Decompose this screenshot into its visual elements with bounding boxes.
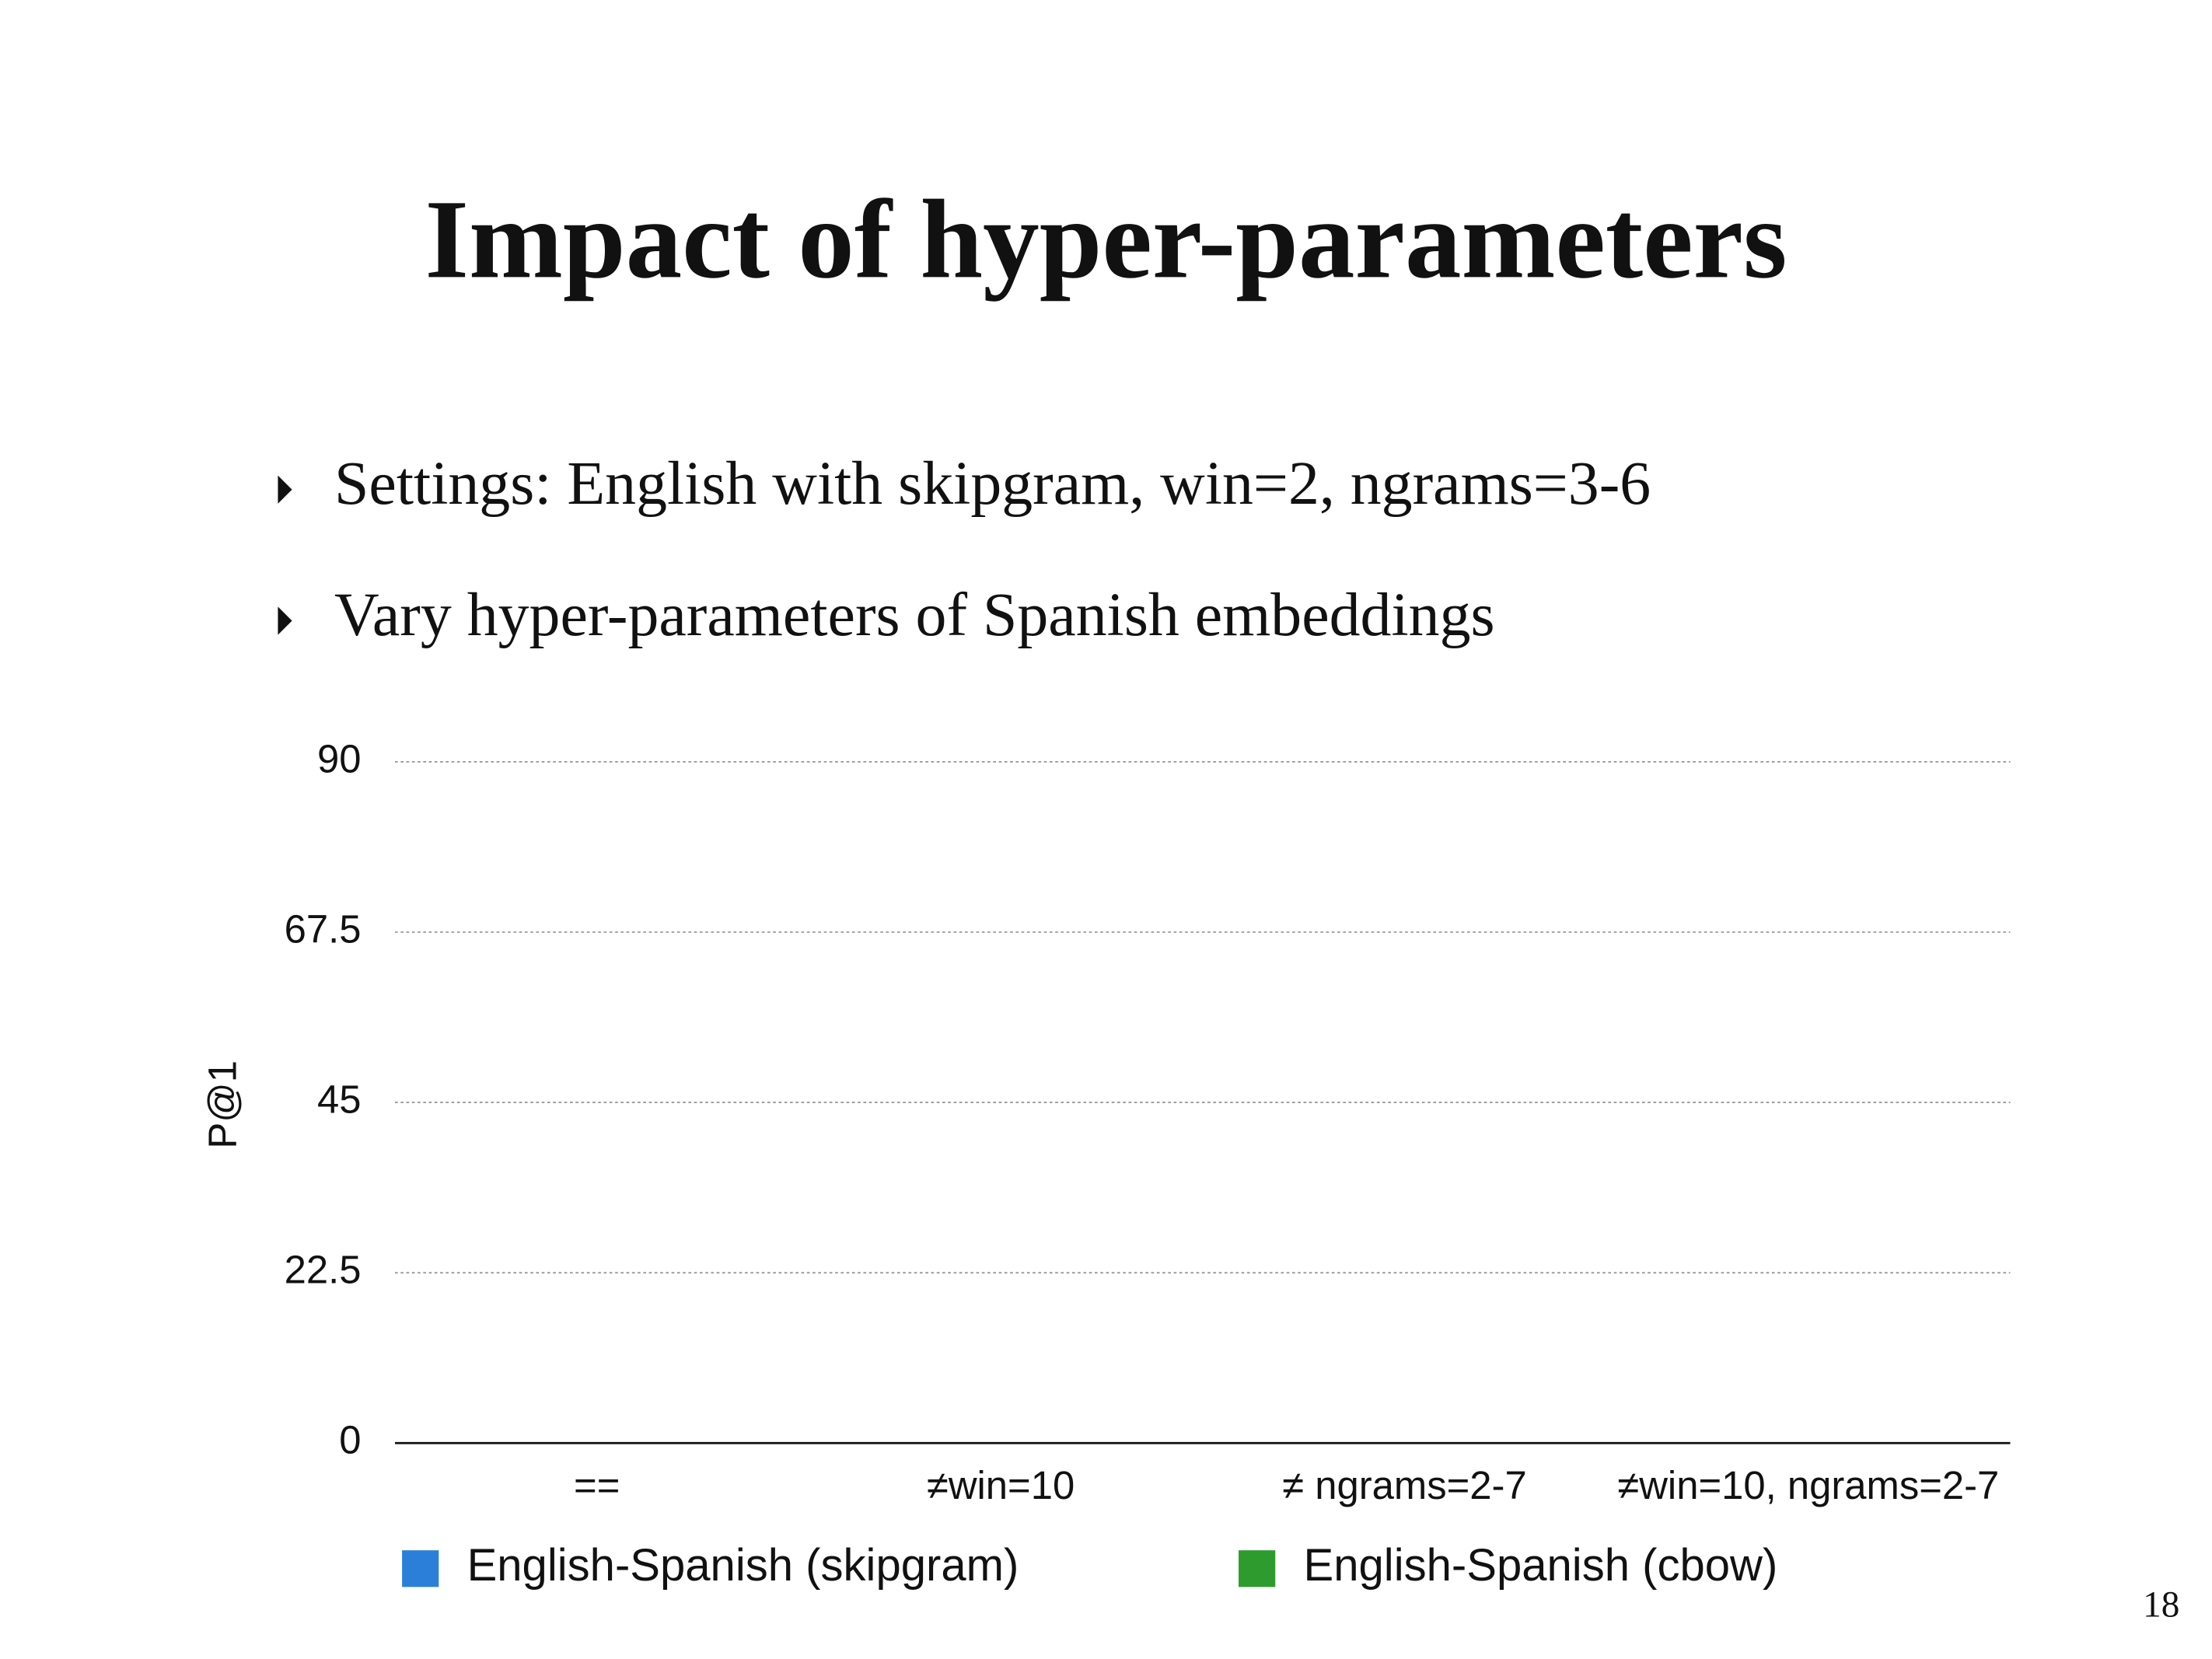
bullet-icon: [278, 606, 292, 635]
page-number: 18: [2143, 1584, 2179, 1625]
bullet-text: Vary hyper-parameters of Spanish embeddi…: [334, 581, 1495, 649]
y-tick-label: 67.5: [285, 906, 362, 951]
y-axis-label: P@1: [201, 1060, 245, 1149]
x-tick-label: ≠win=10, ngrams=2-7: [1617, 1463, 1999, 1507]
x-tick-label: ==: [574, 1463, 620, 1507]
legend-label: English-Spanish (cbow): [1304, 1540, 1778, 1591]
y-tick-label: 0: [339, 1418, 361, 1462]
legend-swatch: [1239, 1550, 1276, 1587]
x-tick-label: ≠win=10: [927, 1463, 1075, 1507]
y-tick-label: 90: [317, 736, 362, 781]
bullet-text: Settings: English with skipgram, win=2, …: [334, 449, 1651, 518]
legend-label: English-Spanish (skipgram): [467, 1540, 1019, 1591]
slide-title: Impact of hyper-parameters: [425, 177, 1787, 302]
legend-swatch: [402, 1550, 439, 1587]
y-tick-label: 45: [317, 1077, 362, 1122]
x-tick-label: ≠ ngrams=2-7: [1282, 1463, 1526, 1507]
y-tick-label: 22.5: [285, 1248, 362, 1292]
bullet-icon: [278, 475, 292, 504]
